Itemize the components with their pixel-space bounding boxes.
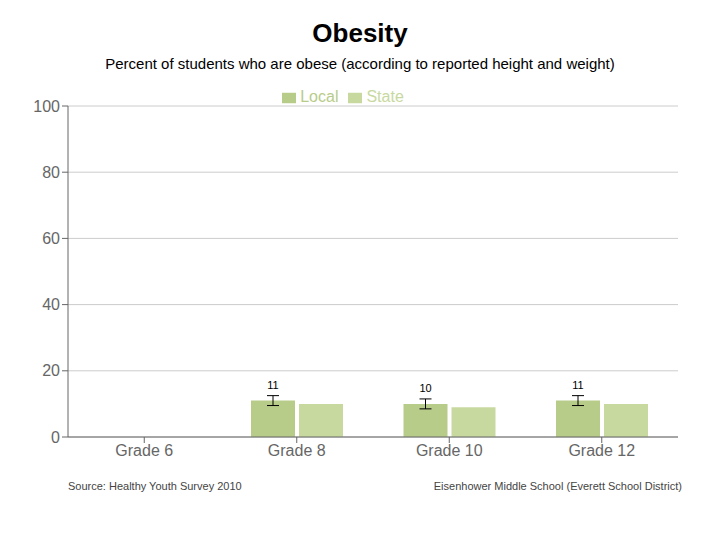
svg-text:0: 0: [51, 429, 60, 446]
svg-text:80: 80: [42, 164, 60, 181]
svg-text:Grade 8: Grade 8: [268, 442, 326, 459]
svg-text:11: 11: [572, 379, 583, 391]
html-text:Local: Local: [300, 88, 339, 105]
html-text:State: State: [366, 88, 404, 105]
svg-text:11: 11: [267, 379, 278, 391]
svg-text:100: 100: [33, 98, 60, 115]
html-text:Percent of students who are ob: Percent of students who are obese (accor…: [105, 55, 615, 72]
svg-text:60: 60: [42, 230, 60, 247]
svg-text:Grade 6: Grade 6: [115, 442, 173, 459]
html-text:Eisenhower Middle School (Ever: Eisenhower Middle School (Everett School…: [433, 480, 682, 492]
html-text:Obesity: Obesity: [312, 18, 408, 48]
svg-text:Grade 12: Grade 12: [568, 442, 635, 459]
html-text:Source: Healthy Youth Survey 2: Source: Healthy Youth Survey 2010: [68, 480, 242, 492]
svg-text:10: 10: [419, 382, 431, 394]
svg-text:40: 40: [42, 296, 60, 313]
svg-text:20: 20: [42, 362, 60, 379]
svg-text:Grade 10: Grade 10: [416, 442, 483, 459]
